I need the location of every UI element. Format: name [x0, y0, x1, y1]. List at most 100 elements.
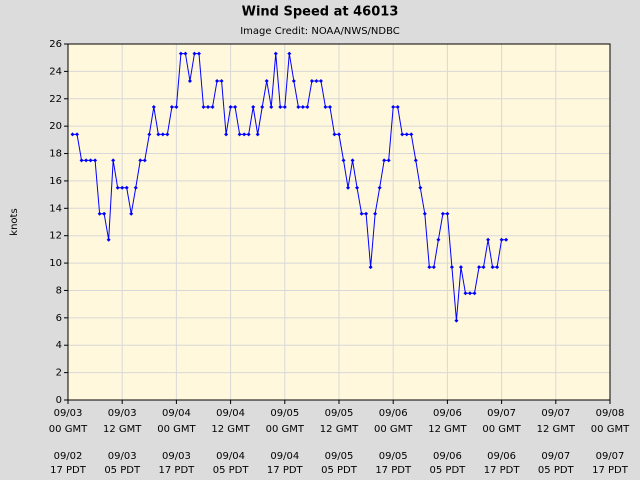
x-tick-label: 09/04 — [216, 408, 245, 419]
data-point — [427, 265, 432, 270]
y-tick-label: 18 — [49, 149, 62, 160]
data-point — [300, 104, 305, 109]
x-tick-label-local: 09/04 — [216, 451, 245, 462]
data-point — [102, 211, 107, 216]
data-point — [386, 158, 391, 163]
data-point — [341, 158, 346, 163]
x-tick-label: 12 GMT — [320, 424, 359, 435]
data-point — [467, 291, 472, 296]
y-axis-label: knots — [9, 208, 20, 235]
data-point — [355, 185, 360, 190]
data-point — [111, 158, 116, 163]
data-point — [368, 265, 373, 270]
data-point — [187, 78, 192, 83]
data-point — [400, 132, 405, 137]
y-tick-label: 24 — [49, 66, 62, 77]
data-point — [278, 104, 283, 109]
data-point — [291, 78, 296, 83]
x-tick-label-local: 05 PDT — [213, 465, 250, 476]
data-point — [395, 104, 400, 109]
data-point — [454, 318, 459, 323]
data-point — [413, 158, 418, 163]
data-point — [477, 265, 482, 270]
x-tick-label-local: 09/02 — [54, 451, 83, 462]
data-point — [93, 158, 98, 163]
data-point — [269, 104, 274, 109]
data-point — [133, 185, 138, 190]
x-tick-label: 12 GMT — [103, 424, 142, 435]
data-point — [142, 158, 147, 163]
data-point — [129, 211, 134, 216]
x-tick-label-local: 17 PDT — [375, 465, 412, 476]
data-point — [70, 132, 75, 137]
y-tick-label: 20 — [49, 121, 62, 132]
data-point — [206, 104, 211, 109]
data-point — [255, 132, 260, 137]
data-point — [75, 132, 80, 137]
data-point — [323, 104, 328, 109]
data-point — [382, 158, 387, 163]
data-point — [196, 51, 201, 56]
data-point — [124, 185, 129, 190]
x-tick-label-local: 09/05 — [325, 451, 354, 462]
y-tick-label: 4 — [56, 340, 62, 351]
x-tick-label-local: 09/07 — [541, 451, 570, 462]
data-point — [431, 265, 436, 270]
data-point — [273, 51, 278, 56]
data-point — [147, 132, 152, 137]
data-point — [215, 78, 220, 83]
chart-title: Wind Speed at 46013 — [242, 5, 399, 20]
data-point — [314, 78, 319, 83]
data-point — [183, 51, 188, 56]
data-point — [174, 104, 179, 109]
x-tick-label-local: 09/03 — [108, 451, 137, 462]
data-point — [495, 265, 500, 270]
data-point — [418, 185, 423, 190]
x-tick-label-local: 05 PDT — [430, 465, 467, 476]
x-tick-label: 09/03 — [108, 408, 137, 419]
plot-border — [67, 43, 611, 401]
data-point — [327, 104, 332, 109]
data-point — [296, 104, 301, 109]
data-point — [391, 104, 396, 109]
data-point — [486, 237, 491, 242]
data-point — [463, 291, 468, 296]
data-point — [165, 132, 170, 137]
data-point — [287, 51, 292, 56]
y-tick-label: 22 — [49, 94, 62, 105]
x-tick-label: 00 GMT — [49, 424, 88, 435]
data-point — [350, 158, 355, 163]
chart-subtitle: Image Credit: NOAA/NWS/NDBC — [240, 26, 400, 37]
data-point — [228, 104, 233, 109]
data-point — [445, 211, 450, 216]
y-tick-label: 6 — [56, 313, 62, 324]
y-tick-label: 2 — [56, 368, 62, 379]
data-point — [318, 78, 323, 83]
data-point — [84, 158, 89, 163]
data-point — [242, 132, 247, 137]
x-tick-label: 09/05 — [325, 408, 354, 419]
x-tick-label-local: 09/07 — [596, 451, 625, 462]
data-point — [458, 265, 463, 270]
x-tick-label: 00 GMT — [591, 424, 630, 435]
data-point — [260, 104, 265, 109]
data-point — [364, 211, 369, 216]
x-tick-label: 12 GMT — [537, 424, 576, 435]
data-point — [346, 185, 351, 190]
y-tick-label: 8 — [56, 285, 62, 296]
y-tick-label: 12 — [49, 231, 62, 242]
x-tick-label: 00 GMT — [266, 424, 305, 435]
x-tick-label: 00 GMT — [374, 424, 413, 435]
data-point — [359, 211, 364, 216]
data-point — [233, 104, 238, 109]
data-point — [436, 237, 441, 242]
data-point — [337, 132, 341, 137]
x-tick-label: 09/06 — [433, 408, 462, 419]
data-point — [472, 291, 477, 296]
data-point — [106, 237, 111, 242]
data-point — [373, 211, 378, 216]
y-tick-label: 26 — [49, 39, 62, 50]
data-point — [156, 132, 161, 137]
data-point — [160, 132, 165, 137]
x-tick-label-local: 05 PDT — [321, 465, 358, 476]
